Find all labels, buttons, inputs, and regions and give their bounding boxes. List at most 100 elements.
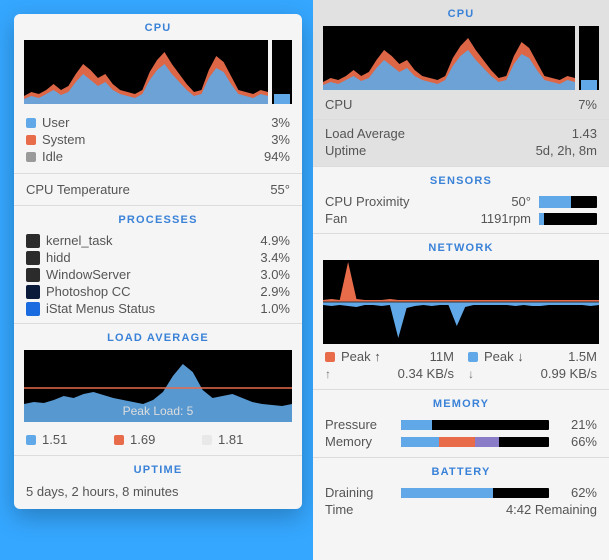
batt-time-label: Time <box>325 502 506 517</box>
load-swatch <box>26 435 36 445</box>
process-icon <box>26 268 40 282</box>
mem-bar <box>401 437 549 447</box>
process-icon <box>26 302 40 316</box>
r-loadavg-value: 1.43 <box>572 126 597 141</box>
load-legend-item: 1.69 <box>114 432 202 447</box>
legend-row: System 3% <box>14 131 302 148</box>
network-chart <box>323 260 599 344</box>
r-cpu-row: CPU 7% <box>313 96 609 113</box>
sensor-value: 1191rpm <box>481 211 531 226</box>
left-panel: CPU User 3% System 3% Idle 94% CPU Tempe… <box>14 14 302 509</box>
sensor-value: 50° <box>511 194 531 209</box>
mem-row: Memory 66% <box>313 433 609 457</box>
process-value: 2.9% <box>260 284 290 299</box>
peak-up-value: 11M <box>381 349 468 364</box>
process-icon <box>26 251 40 265</box>
batt-status-value: 62% <box>557 485 597 500</box>
r-cpu-chart-wrap <box>323 26 599 90</box>
sensors-list: CPU Proximity 50° Fan 1191rpm <box>313 193 609 233</box>
process-row: hidd 3.4% <box>14 249 302 266</box>
r-cpu-header: CPU <box>313 0 609 26</box>
r-uptime-label: Uptime <box>325 143 536 158</box>
load-legend-item: 1.51 <box>26 432 114 447</box>
peak-down-value: 1.5M <box>524 349 597 364</box>
process-value: 3.0% <box>260 267 290 282</box>
mem-pressure-value: 21% <box>557 417 597 432</box>
load-swatch <box>114 435 124 445</box>
process-row: iStat Menus Status 1.0% <box>14 300 302 317</box>
r-uptime-value: 5d, 2h, 8m <box>536 143 597 158</box>
uptime-header: UPTIME <box>14 456 302 482</box>
process-icon <box>26 234 40 248</box>
mem-value: 66% <box>557 434 597 449</box>
load-value: 1.81 <box>218 432 243 447</box>
batt-status-label: Draining <box>325 485 393 500</box>
load-header: LOAD AVERAGE <box>14 324 302 350</box>
process-name: hidd <box>46 250 260 265</box>
processes-header: PROCESSES <box>14 206 302 232</box>
mem-pressure-bar <box>401 420 549 430</box>
load-chart: Peak Load: 5 <box>24 350 292 422</box>
cpu-legend: User 3% System 3% Idle 94% <box>14 110 302 173</box>
sensor-label: Fan <box>325 211 481 226</box>
net-down-rate: 0.99 KB/s <box>474 366 597 381</box>
r-cpu-label: CPU <box>325 97 578 112</box>
process-value: 3.4% <box>260 250 290 265</box>
legend-swatch <box>26 152 36 162</box>
load-legend-item: 1.81 <box>202 432 290 447</box>
process-list: kernel_task 4.9% hidd 3.4% WindowServer … <box>14 232 302 323</box>
mem-pressure-label: Pressure <box>325 417 393 432</box>
r-loadavg-row: Load Average 1.43 <box>313 120 609 142</box>
process-name: WindowServer <box>46 267 260 282</box>
legend-row: Idle 94% <box>14 148 302 165</box>
peak-load-label: Peak Load: 5 <box>123 404 194 418</box>
cpu-temp-label: CPU Temperature <box>26 182 270 197</box>
legend-swatch <box>26 118 36 128</box>
legend-row: User 3% <box>14 114 302 131</box>
sensor-row: Fan 1191rpm <box>313 210 609 227</box>
cpu-temp-row: CPU Temperature 55° <box>14 174 302 205</box>
uptime-value: 5 days, 2 hours, 8 minutes <box>26 484 290 499</box>
legend-label: User <box>42 115 271 130</box>
r-cpu-chart-side <box>579 26 599 90</box>
uptime-row: 5 days, 2 hours, 8 minutes <box>14 482 302 509</box>
process-value: 4.9% <box>260 233 290 248</box>
peak-down-swatch <box>468 352 478 362</box>
net-peak-row: Peak ↑ 11M Peak ↓ 1.5M <box>313 348 609 365</box>
process-row: kernel_task 4.9% <box>14 232 302 249</box>
r-cpu-chart <box>323 26 575 90</box>
batt-bar <box>401 488 549 498</box>
batt-time-value: 4:42 Remaining <box>506 502 597 517</box>
process-row: WindowServer 3.0% <box>14 266 302 283</box>
cpu-chart-wrap <box>24 40 292 104</box>
sensor-bar <box>539 213 597 225</box>
legend-value: 3% <box>271 132 290 147</box>
sensor-row: CPU Proximity 50° <box>313 193 609 210</box>
process-icon <box>26 285 40 299</box>
legend-label: Idle <box>42 149 264 164</box>
r-loadavg-label: Load Average <box>325 126 572 141</box>
batt-time-row: Time 4:42 Remaining <box>313 501 609 518</box>
peak-up-swatch <box>325 352 335 362</box>
net-up-rate: 0.34 KB/s <box>331 366 468 381</box>
sensor-label: CPU Proximity <box>325 194 511 209</box>
network-header: NETWORK <box>313 234 609 260</box>
cpu-chart <box>24 40 268 104</box>
legend-value: 94% <box>264 149 290 164</box>
right-panel: CPU CPU 7% Load Average 1.43 Uptime 5d, … <box>313 0 609 560</box>
load-value: 1.69 <box>130 432 155 447</box>
process-row: Photoshop CC 2.9% <box>14 283 302 300</box>
load-legend: 1.51 1.69 1.81 <box>14 428 302 455</box>
legend-label: System <box>42 132 271 147</box>
batt-row: Draining 62% <box>313 484 609 501</box>
mem-pressure-row: Pressure 21% <box>313 416 609 433</box>
net-rate-row: ↑ 0.34 KB/s ↓ 0.99 KB/s <box>313 365 609 389</box>
peak-up-label: Peak ↑ <box>341 349 381 364</box>
load-value: 1.51 <box>42 432 67 447</box>
mem-label: Memory <box>325 434 393 449</box>
memory-header: MEMORY <box>313 390 609 416</box>
load-swatch <box>202 435 212 445</box>
sensor-bar <box>539 196 597 208</box>
cpu-temp-value: 55° <box>270 182 290 197</box>
process-name: kernel_task <box>46 233 260 248</box>
